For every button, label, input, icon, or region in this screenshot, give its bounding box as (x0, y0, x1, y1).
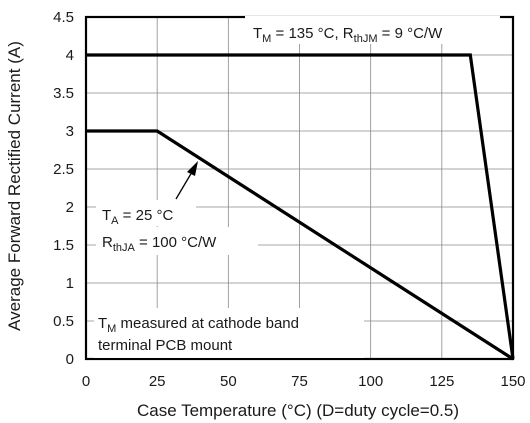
x-axis-label: Case Temperature (°C) (D=duty cycle=0.5) (137, 401, 459, 420)
y-tick-label: 3.5 (53, 85, 74, 102)
x-tick-label: 0 (82, 373, 90, 390)
y-tick-label: 2 (66, 199, 74, 216)
y-tick-labels: 0 0.5 1 1.5 2 2.5 3 3.5 4 4.5 (53, 9, 74, 368)
x-tick-label: 150 (500, 373, 525, 390)
y-tick-label: 1 (66, 275, 74, 292)
annotation-case-conditions: TM = 135 °C, RthJM = 9 °C/W (253, 25, 443, 45)
y-tick-label: 0 (66, 351, 74, 368)
y-tick-label: 0.5 (53, 313, 74, 330)
y-tick-label: 4 (66, 47, 74, 64)
annotation-ambient-temp: TA = 25 °C (102, 207, 173, 227)
annotation-thermal-resistance: RthJA = 100 °C/W (102, 234, 217, 254)
x-tick-labels: 0 25 50 75 100 125 150 (82, 373, 526, 390)
y-tick-label: 2.5 (53, 161, 74, 178)
y-axis-label: Average Forward Rectified Current (A) (5, 41, 24, 331)
x-tick-label: 50 (220, 373, 237, 390)
y-tick-label: 1.5 (53, 237, 74, 254)
annotation-arrow (175, 161, 198, 200)
y-tick-label: 3 (66, 123, 74, 140)
x-tick-label: 75 (291, 373, 308, 390)
x-tick-label: 125 (429, 373, 454, 390)
series-line-1 (86, 53, 515, 360)
x-tick-label: 100 (358, 373, 383, 390)
annotation-note-line2: terminal PCB mount (98, 337, 233, 354)
x-tick-label: 25 (149, 373, 166, 390)
annotation-note-line1: TM measured at cathode band (98, 315, 299, 335)
series-line-2 (86, 129, 514, 361)
y-tick-label: 4.5 (53, 9, 74, 26)
series-lines (86, 53, 515, 361)
